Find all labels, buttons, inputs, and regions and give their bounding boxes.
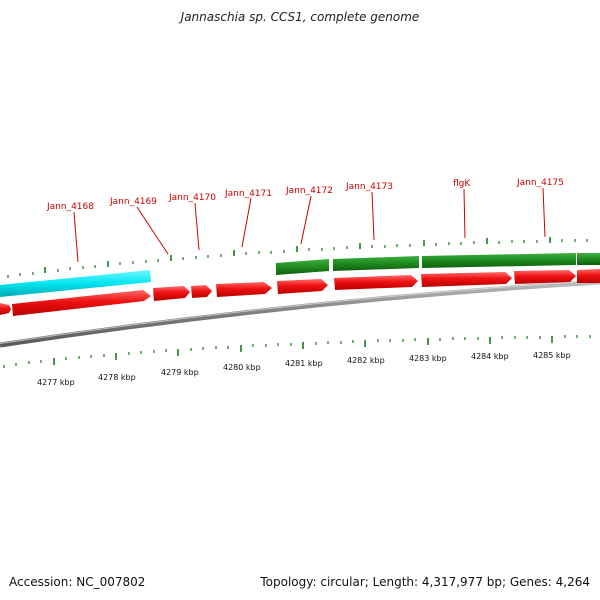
gene-label[interactable]: flgK (453, 179, 471, 189)
gene-reverse[interactable] (191, 285, 212, 298)
gene-reverse[interactable] (0, 303, 11, 315)
gene-reverse[interactable] (421, 272, 512, 287)
gene-reverse[interactable] (277, 279, 328, 294)
gene-label[interactable]: Jann_4173 (345, 182, 393, 192)
gene-forward[interactable] (422, 253, 576, 268)
gene-forward[interactable] (333, 256, 419, 271)
kbp-label: 4277 kbp (37, 378, 75, 387)
gene-reverse[interactable] (216, 282, 272, 297)
kbp-label: 4283 kbp (409, 354, 447, 363)
gene-label[interactable]: Jann_4172 (285, 186, 333, 196)
gene-label[interactable]: Jann_4171 (224, 189, 272, 199)
genome-backbone-highlight (0, 280, 600, 344)
rna-gene[interactable] (0, 270, 151, 297)
kbp-label: 4279 kbp (161, 368, 199, 377)
gene-label[interactable]: Jann_4168 (46, 202, 94, 212)
gene-reverse[interactable] (334, 275, 418, 290)
gene-reverse[interactable] (577, 269, 600, 283)
genome-summary-text: Topology: circular; Length: 4,317,977 bp… (260, 575, 590, 589)
gene-label-leaders (73, 187, 546, 263)
map-title: Jannaschia sp. CCS1, complete genome (180, 10, 420, 24)
kbp-labels: 4277 kbp 4278 kbp 4279 kbp 4280 kbp 4281… (37, 351, 571, 387)
gene-reverse[interactable] (514, 270, 576, 284)
accession-text: Accession: NC_007802 (9, 575, 146, 589)
gene-reverse[interactable] (153, 286, 190, 301)
gene-label[interactable]: Jann_4170 (168, 193, 216, 203)
gene-label[interactable]: Jann_4175 (516, 178, 564, 188)
kbp-label: 4281 kbp (285, 359, 323, 368)
gene-reverse[interactable] (12, 290, 151, 316)
gene-forward[interactable] (577, 253, 600, 265)
genome-backbone (0, 279, 600, 348)
bottom-tick-marks (3, 335, 591, 368)
top-tick-marks (7, 237, 588, 278)
kbp-label: 4284 kbp (471, 352, 509, 361)
gene-labels: Jann_4168 Jann_4169 Jann_4170 Jann_4171 … (46, 178, 564, 212)
kbp-label: 4285 kbp (533, 351, 571, 360)
kbp-label: 4280 kbp (223, 363, 261, 372)
kbp-label: 4278 kbp (98, 373, 136, 382)
kbp-label: 4282 kbp (347, 356, 385, 365)
gene-label[interactable]: Jann_4169 (109, 197, 157, 207)
gene-forward[interactable] (276, 259, 329, 275)
